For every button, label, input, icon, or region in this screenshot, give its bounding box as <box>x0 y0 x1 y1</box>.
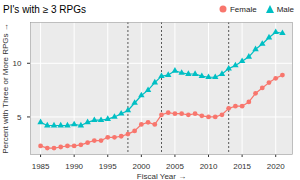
html-text:PI's with ≥ 3 RPGs: PI's with ≥ 3 RPGs <box>3 3 86 15</box>
html-text:Female: Female <box>230 4 257 14</box>
html-text:Male: Male <box>276 4 294 14</box>
svg-text:2020: 2020 <box>267 162 285 171</box>
svg-text:10: 10 <box>13 59 22 68</box>
svg-text:Fiscal Year →: Fiscal Year → <box>137 172 186 180</box>
svg-text:1995: 1995 <box>99 162 117 171</box>
svg-text:2005: 2005 <box>166 162 184 171</box>
svg-text:1985: 1985 <box>32 162 50 171</box>
svg-text:Percent with Three or More RPG: Percent with Three or More RPGs → <box>1 23 10 154</box>
svg-text:1990: 1990 <box>65 162 83 171</box>
svg-text:2000: 2000 <box>132 162 150 171</box>
svg-text:2015: 2015 <box>233 162 251 171</box>
svg-text:2010: 2010 <box>200 162 218 171</box>
svg-text:5: 5 <box>17 112 22 121</box>
